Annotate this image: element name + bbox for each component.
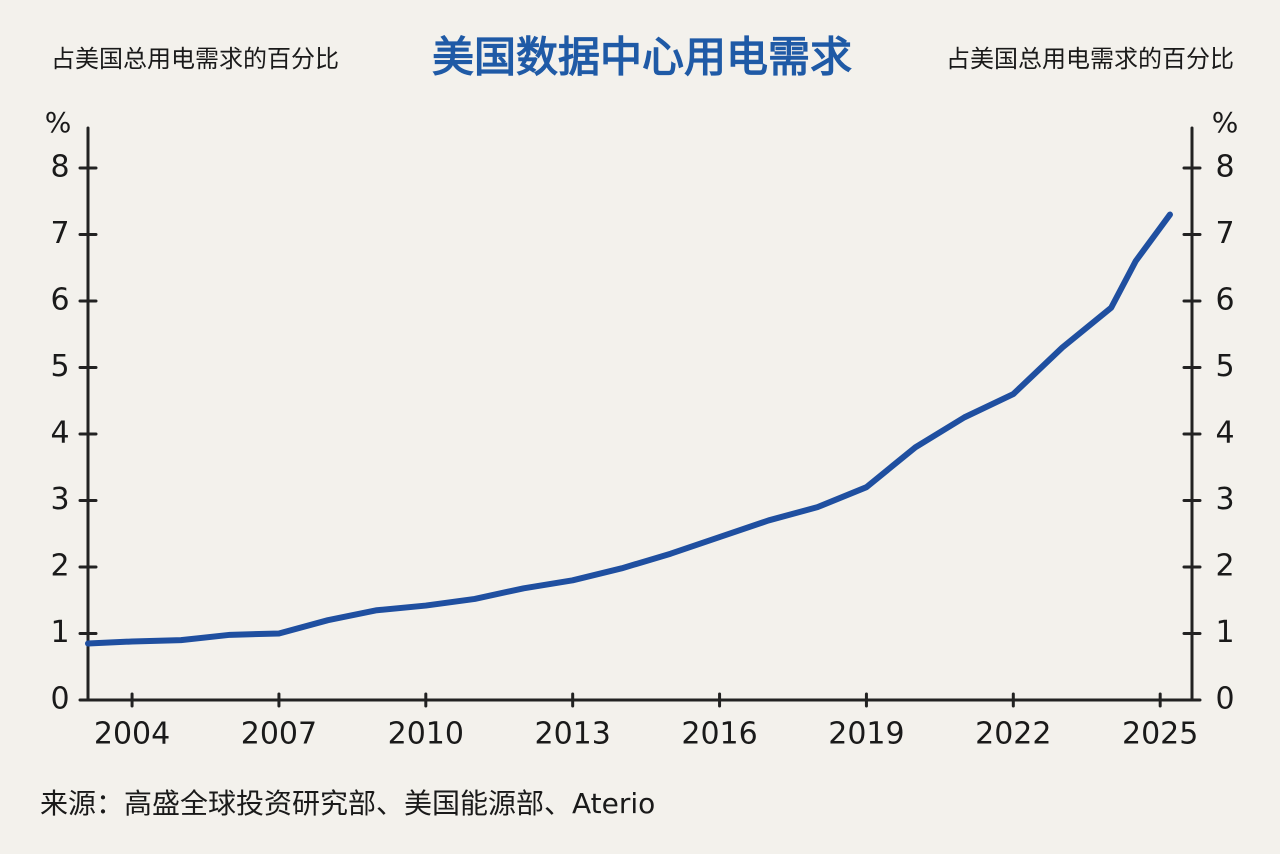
x-tick-label: 2010	[388, 717, 464, 752]
y-tick-label: 4	[50, 416, 69, 451]
y-tick-label: 8	[50, 150, 69, 185]
y2-tick-label: 6	[1215, 283, 1234, 318]
data-line	[85, 211, 1173, 647]
x-tick-label: 2013	[535, 717, 611, 752]
y-tick-label: 6	[50, 283, 69, 318]
y2-tick-label: 3	[1215, 482, 1234, 517]
y2-tick-label: 7	[1215, 216, 1234, 251]
chart-title: 美国数据中心用电需求	[432, 33, 852, 82]
x-tick-label: 2016	[681, 717, 757, 752]
y-tick-label: 7	[50, 216, 69, 251]
source: 来源：高盛全球投资研究部、美国能源部、Aterio	[40, 787, 655, 820]
y-unit: %	[45, 106, 72, 139]
x-tick-label: 2022	[975, 717, 1051, 752]
y-tick-label: 5	[50, 349, 69, 384]
y-tick-label: 1	[50, 615, 69, 650]
y2-tick-label: 2	[1215, 549, 1234, 584]
y-tick-label: 2	[50, 549, 69, 584]
x-tick-label: 2004	[94, 717, 170, 752]
y2-tick-label: 5	[1215, 349, 1234, 384]
y2-tick-label: 4	[1215, 416, 1234, 451]
y2-tick-label: 8	[1215, 150, 1234, 185]
y-tick-label: 0	[50, 682, 69, 717]
y-tick-label: 3	[50, 482, 69, 517]
x-tick-label: 2007	[241, 717, 317, 752]
y2-unit: %	[1212, 106, 1239, 139]
y2-axis-label: 占美国总用电需求的百分比	[946, 45, 1234, 73]
y-axis-label: 占美国总用电需求的百分比	[51, 45, 339, 73]
y2-tick-label: 0	[1215, 682, 1234, 717]
x-tick-label: 2025	[1122, 717, 1198, 752]
x-tick-label: 2019	[828, 717, 904, 752]
y2-tick-label: 1	[1215, 615, 1234, 650]
